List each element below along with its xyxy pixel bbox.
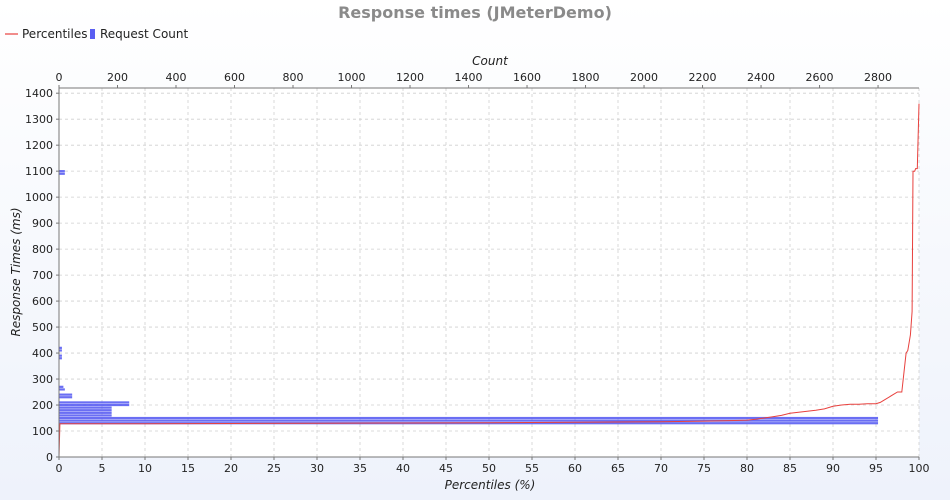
request-count-bar — [59, 172, 65, 175]
bottom-axis-tick-label: 10 — [138, 462, 152, 475]
bottom-axis-tick-label: 0 — [56, 462, 63, 475]
chart-title: Response times (JMeterDemo) — [338, 3, 612, 22]
y-axis-tick-label: 1300 — [25, 113, 53, 126]
bottom-axis-tick-label: 40 — [396, 462, 410, 475]
top-axis-tick-label: 800 — [283, 71, 304, 84]
legend-label-request-count: Request Count — [100, 27, 188, 41]
bottom-axis-tick-label: 95 — [869, 462, 883, 475]
y-axis-tick-label: 1000 — [25, 191, 53, 204]
bottom-axis-tick-label: 5 — [99, 462, 106, 475]
top-axis-tick-label: 400 — [166, 71, 187, 84]
y-axis-tick-label: 700 — [32, 269, 53, 282]
y-axis-title: Response Times (ms) — [9, 207, 23, 336]
request-count-bar — [59, 401, 130, 404]
y-axis-tick-label: 900 — [32, 217, 53, 230]
bottom-axis-tick-label: 20 — [224, 462, 238, 475]
y-axis-tick-label: 0 — [46, 451, 53, 464]
request-count-bar — [59, 403, 130, 407]
request-count-bar — [59, 349, 62, 352]
bottom-axis-tick-label: 15 — [181, 462, 195, 475]
y-axis-tick-label: 600 — [32, 295, 53, 308]
bottom-axis-tick-label: 100 — [909, 462, 930, 475]
request-count-bar — [59, 346, 62, 349]
top-axis-tick-label: 1400 — [455, 71, 483, 84]
request-count-bar — [59, 416, 879, 420]
bottom-axis-tick-label: 85 — [783, 462, 797, 475]
bottom-axis-tick-label: 55 — [525, 462, 539, 475]
y-axis-tick-label: 1200 — [25, 139, 53, 152]
bottom-axis-tick-label: 65 — [611, 462, 625, 475]
tick-labels: 0 200 400 600 800 1000 1200 1400 1600 1800 2000 220… — [25, 71, 930, 475]
legend-label-percentiles: Percentiles — [22, 27, 87, 41]
bottom-axis-tick-label: 25 — [267, 462, 281, 475]
request-count-bar — [59, 170, 65, 173]
bottom-axis-tick-label: 75 — [697, 462, 711, 475]
bottom-axis-tick-label: 70 — [654, 462, 668, 475]
y-axis-tick-label: 300 — [32, 373, 53, 386]
top-axis-title: Count — [472, 54, 509, 68]
axes — [56, 85, 920, 460]
y-axis-tick-label: 500 — [32, 321, 53, 334]
top-axis-tick-label: 0 — [56, 71, 63, 84]
request-count-bar — [59, 357, 62, 360]
request-count-bar — [59, 393, 73, 396]
request-count-bar — [59, 354, 62, 357]
top-axis-tick-label: 1800 — [572, 71, 600, 84]
request-count-bar — [59, 419, 879, 422]
request-count-bar — [59, 396, 73, 399]
legend: Percentiles Request Count — [5, 27, 188, 41]
bottom-axis-tick-label: 30 — [310, 462, 324, 475]
top-axis-tick-label: 2600 — [806, 71, 834, 84]
percentiles-line — [58, 103, 920, 458]
bottom-axis-title: Percentiles (%) — [445, 478, 536, 492]
y-axis-tick-label: 800 — [32, 243, 53, 256]
bottom-axis-tick-label: 80 — [740, 462, 754, 475]
legend-swatch-request-count — [90, 29, 95, 39]
bottom-axis-tick-label: 50 — [482, 462, 496, 475]
y-axis-tick-label: 1100 — [25, 165, 53, 178]
top-axis-tick-label: 2000 — [630, 71, 658, 84]
y-axis-tick-label: 100 — [32, 425, 53, 438]
request-count-bar — [59, 406, 112, 409]
top-axis-tick-label: 2800 — [864, 71, 892, 84]
request-count-bar — [59, 385, 64, 388]
bottom-axis-tick-label: 35 — [353, 462, 367, 475]
bottom-axis-tick-label: 45 — [439, 462, 453, 475]
request-count-bar — [59, 388, 65, 391]
request-count-bar — [59, 414, 112, 417]
top-axis-tick-label: 2200 — [689, 71, 717, 84]
top-axis-tick-label: 1000 — [338, 71, 366, 84]
top-axis-tick-label: 2400 — [747, 71, 775, 84]
request-count-bar — [59, 409, 112, 412]
top-axis-tick-label: 1600 — [513, 71, 541, 84]
y-axis-tick-label: 200 — [32, 399, 53, 412]
y-axis-tick-label: 1400 — [25, 87, 53, 100]
bottom-axis-tick-label: 60 — [568, 462, 582, 475]
top-axis-tick-label: 600 — [224, 71, 245, 84]
top-axis-tick-label: 200 — [107, 71, 128, 84]
y-axis-tick-label: 400 — [32, 347, 53, 360]
top-axis-tick-label: 1200 — [396, 71, 424, 84]
request-count-bar — [59, 411, 112, 414]
bottom-axis-tick-label: 90 — [826, 462, 840, 475]
